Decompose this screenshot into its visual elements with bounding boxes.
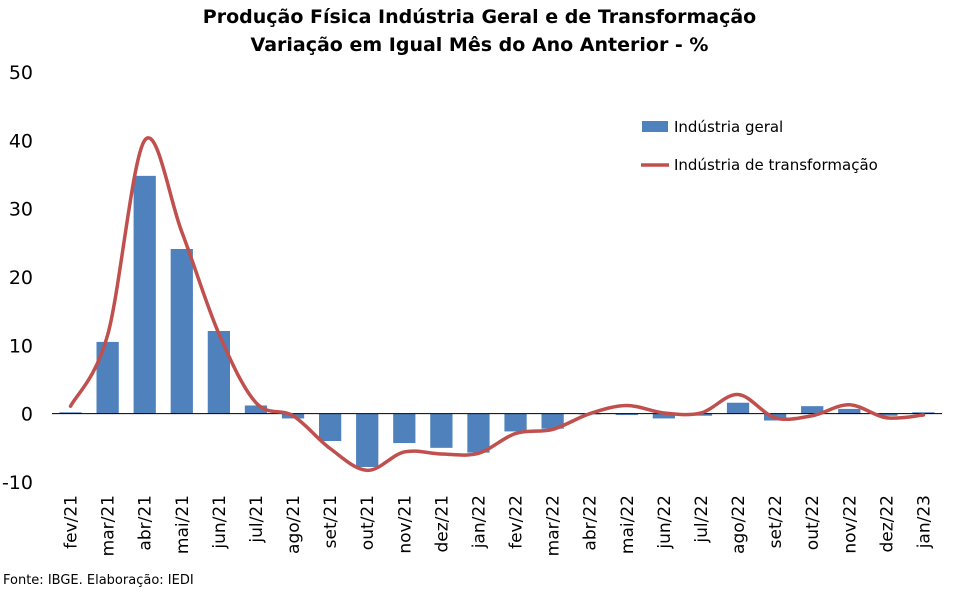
bar [652,413,675,419]
x-tick-label: dez/21 [432,495,452,553]
x-tick-label: nov/21 [395,495,415,554]
y-tick-label: 50 [9,62,33,84]
bar-series [59,175,935,467]
y-tick-label: 40 [9,130,33,152]
bar [615,413,638,416]
x-tick-label: mar/22 [544,495,564,556]
x-tick-label: out/22 [803,495,823,550]
y-axis: 50 40 30 20 10 0 -10 [2,62,33,494]
bar [838,408,861,414]
bar [875,413,898,416]
bar [356,413,379,467]
x-tick-label: nov/22 [840,495,860,554]
bar [319,413,342,441]
bar [430,413,453,448]
line-path [68,136,926,473]
bar [96,341,119,414]
legend-label: Indústria geral [674,118,783,136]
x-tick-label: mai/21 [173,495,193,554]
bar [467,413,490,453]
bar [393,413,416,444]
y-tick-label: -10 [2,472,33,494]
x-tick-label: out/21 [358,495,378,550]
x-tick-label: jun/21 [210,495,230,550]
source-note: Fonte: IBGE. Elaboração: IEDI [3,573,194,588]
x-tick-label: jul/21 [247,495,267,544]
x-tick-label: abr/21 [136,495,156,551]
x-tick-label: dez/22 [877,495,897,553]
y-tick-label: 30 [9,199,33,221]
bar [133,175,156,414]
y-tick-label: 10 [9,335,33,357]
x-axis: fev/21 mar/21 abr/21 mai/21 jun/21 jul/21 ago/… [62,495,935,556]
x-tick-label: mai/22 [618,495,638,554]
chart-subtitle: Variação em Igual Mês do Ano Anterior - … [250,34,709,56]
x-tick-label: abr/22 [581,495,601,551]
y-tick-label: 20 [9,267,33,289]
bar [541,413,564,429]
x-tick-label: jul/22 [692,495,712,544]
x-tick-label: mar/21 [99,495,119,556]
x-tick-label: ago/21 [284,495,304,554]
x-tick-label: fev/21 [62,495,82,549]
x-tick-label: fev/22 [507,495,527,549]
x-tick-label: set/22 [766,495,786,548]
bar [207,330,230,414]
bar [170,248,193,414]
bar [912,412,935,414]
chart-title: Produção Física Indústria Geral e de Tra… [202,6,757,28]
legend-swatch-bar [642,121,668,132]
y-tick-label: 0 [21,404,33,426]
x-tick-label: jan/23 [914,495,934,549]
bar [59,412,82,414]
x-tick-label: ago/22 [729,495,749,554]
x-tick-label: set/21 [321,495,341,548]
legend-label: Indústria de transformação [674,156,878,174]
line-series [68,136,926,473]
bar [726,402,750,414]
x-tick-label: jun/22 [655,495,675,550]
x-tick-label: jan/22 [469,495,489,549]
bar [244,405,268,414]
bar [801,406,824,414]
bar [504,413,527,432]
legend: Indústria geral Indústria de transformaçã… [641,118,878,174]
